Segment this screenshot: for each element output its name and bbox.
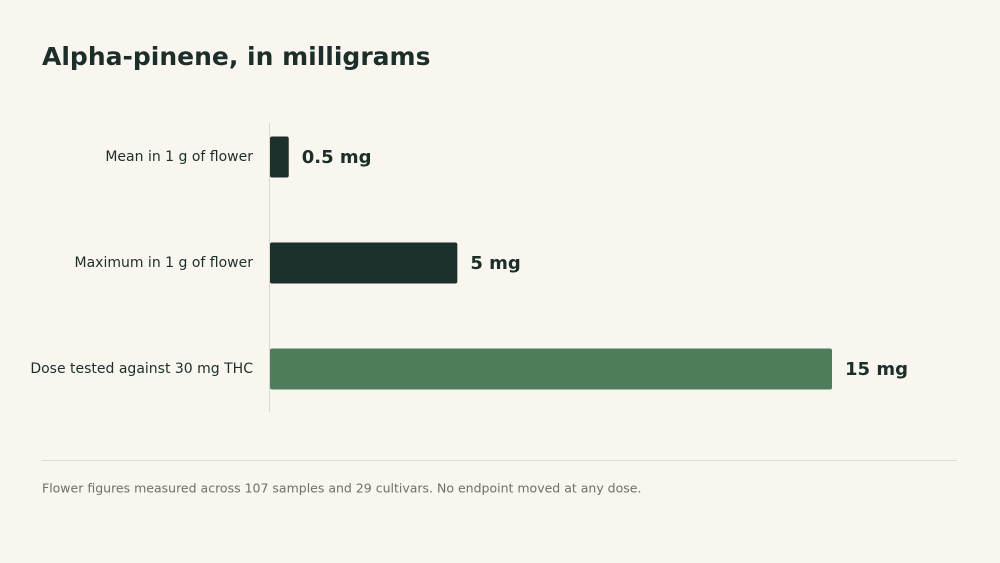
value-label: 0.5 mg bbox=[302, 147, 372, 168]
category-label: Maximum in 1 g of flower bbox=[75, 255, 254, 271]
value-label: 5 mg bbox=[470, 253, 520, 274]
value-label: 15 mg bbox=[845, 359, 908, 380]
bar bbox=[270, 348, 832, 390]
chart-title: Alpha-pinene, in milligrams bbox=[42, 42, 430, 71]
category-label: Mean in 1 g of flower bbox=[105, 149, 253, 165]
footnote: Flower figures measured across 107 sampl… bbox=[42, 481, 641, 496]
bar bbox=[270, 242, 458, 284]
bar bbox=[270, 136, 289, 178]
category-label: Dose tested against 30 mg THC bbox=[30, 361, 253, 377]
